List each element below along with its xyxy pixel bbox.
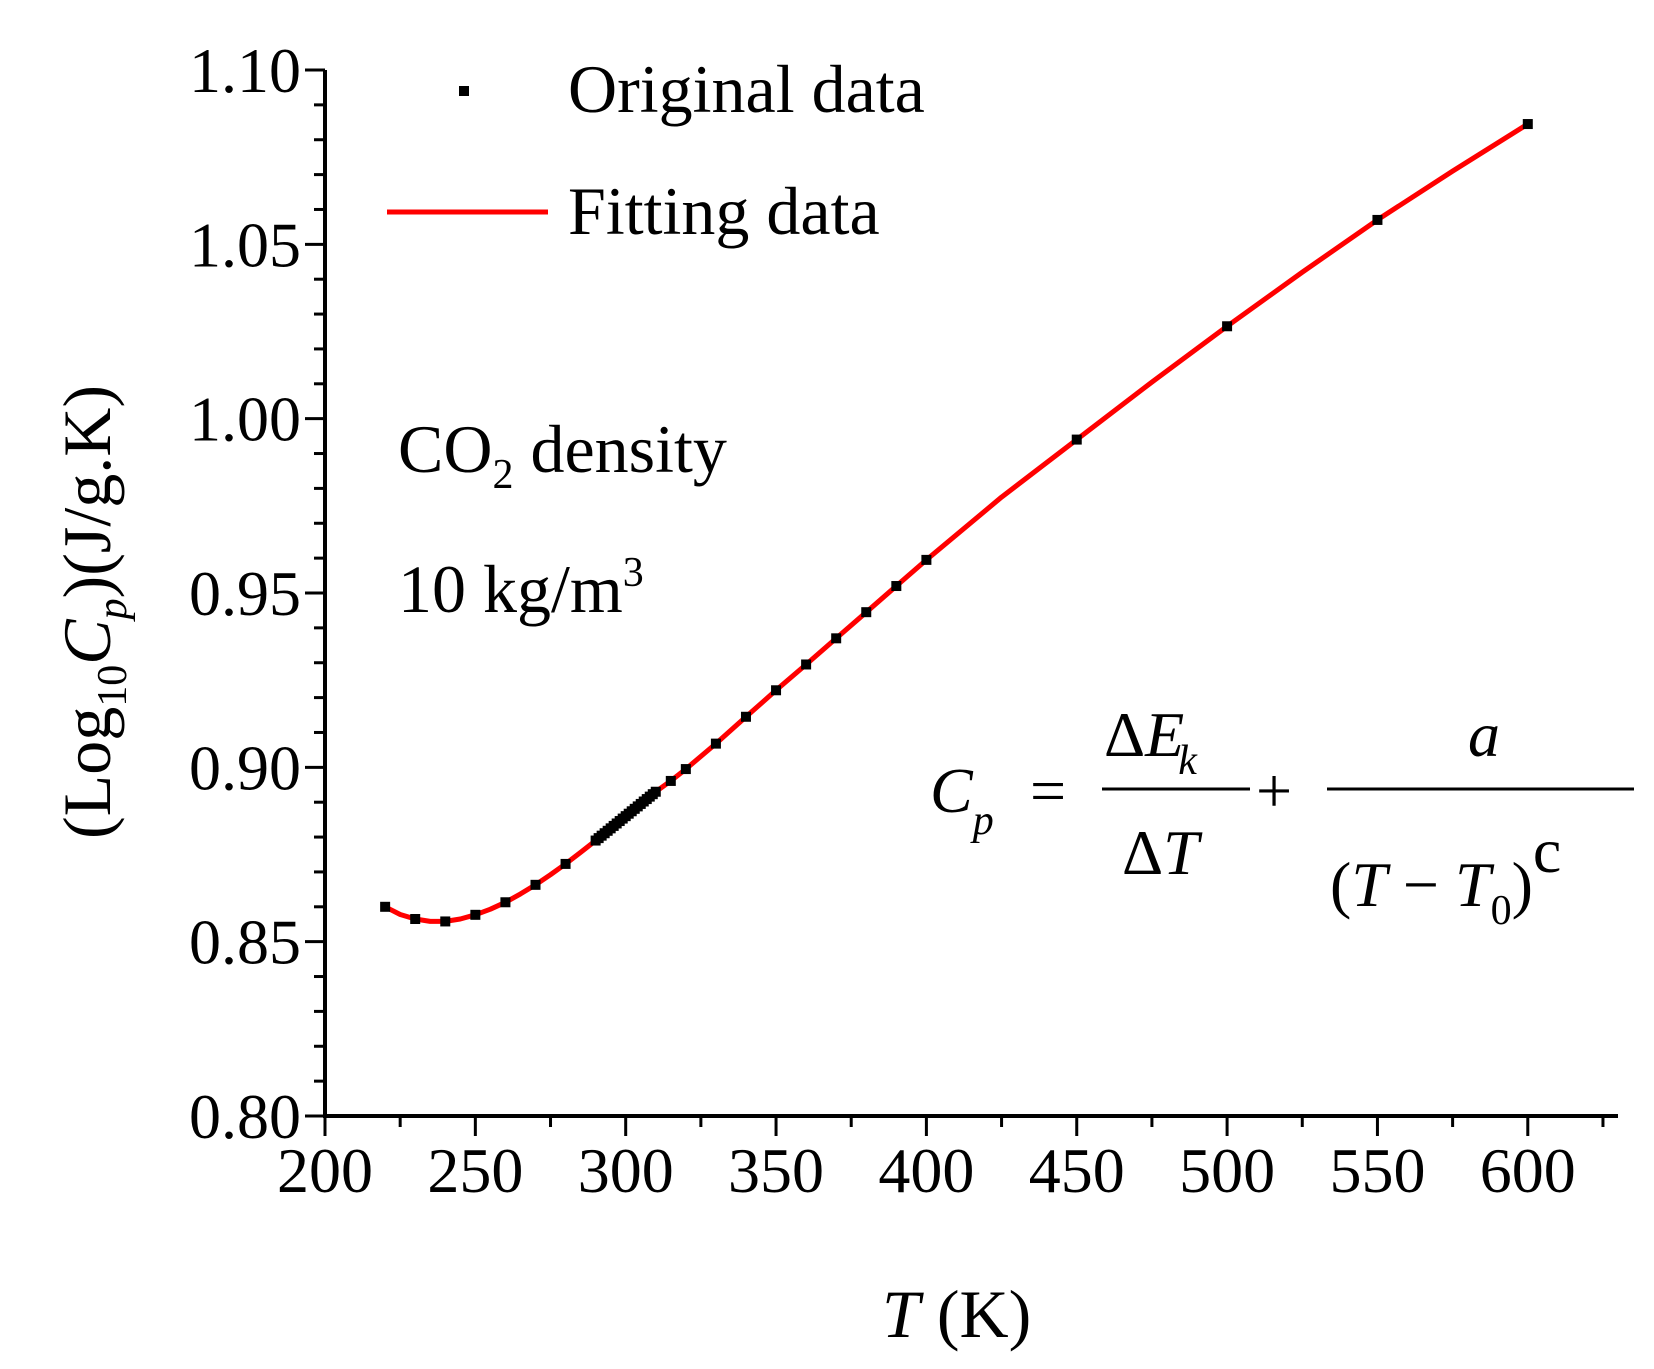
y-tick-label: 0.85 — [189, 907, 301, 978]
x-tick-label: 300 — [578, 1135, 674, 1206]
original-data-point — [410, 914, 421, 925]
original-data-point — [560, 858, 571, 869]
original-data-point — [1071, 434, 1082, 445]
original-data-point — [665, 775, 676, 786]
original-data-point — [771, 685, 782, 696]
original-data-point — [1522, 119, 1533, 130]
y-axis-ticks — [305, 68, 325, 1118]
x-tick-label: 500 — [1179, 1135, 1275, 1206]
y-tick-label: 1.00 — [189, 384, 301, 455]
original-data-point — [891, 581, 902, 592]
x-tick-label: 450 — [1029, 1135, 1125, 1206]
original-data-point — [1222, 321, 1233, 332]
fitting-equation: Cp = ΔEk ΔT + a (T − T0)c — [930, 699, 1634, 934]
x-tick-label: 200 — [277, 1135, 373, 1206]
svg-text:ΔEk: ΔEk — [1104, 699, 1198, 784]
original-data-point — [470, 909, 481, 920]
svg-text:Cp: Cp — [930, 755, 994, 844]
x-tick-label: 350 — [728, 1135, 824, 1206]
x-tick-label: 400 — [878, 1135, 974, 1206]
y-tick-labels: 0.80 0.85 0.90 0.95 1.00 1.05 1.10 — [189, 35, 301, 1152]
original-data-point — [861, 607, 872, 618]
svg-text:+: + — [1256, 755, 1292, 826]
original-data-point — [530, 879, 541, 890]
x-tick-label: 600 — [1480, 1135, 1576, 1206]
original-data-point — [650, 786, 661, 797]
y-tick-label: 0.80 — [189, 1081, 301, 1152]
annotation-density-line1: CO2 density — [398, 411, 727, 498]
annotation-density-line2: 10 kg/m3 — [398, 550, 644, 627]
svg-text:ΔT: ΔT — [1122, 817, 1203, 888]
original-data-point — [740, 711, 751, 722]
legend-label-fitting: Fitting data — [568, 173, 880, 249]
original-data-point — [500, 897, 511, 908]
original-data-point — [801, 659, 812, 670]
y-tick-label: 1.10 — [189, 35, 301, 106]
legend: Original data Fitting data — [387, 51, 925, 249]
legend-marker-original — [459, 86, 469, 96]
original-data-point — [1372, 214, 1383, 225]
original-data-point — [680, 764, 691, 775]
original-data-point — [921, 554, 932, 565]
original-data-point — [710, 738, 721, 749]
x-tick-label: 550 — [1329, 1135, 1425, 1206]
y-tick-label: 1.05 — [189, 209, 301, 280]
original-data-point — [831, 633, 842, 644]
x-axis-ticks — [323, 1116, 1605, 1136]
original-data-point — [440, 916, 451, 927]
x-tick-label: 250 — [427, 1135, 523, 1206]
svg-text:=: = — [1030, 755, 1066, 826]
original-data-point — [380, 901, 391, 912]
legend-label-original: Original data — [568, 51, 925, 127]
svg-text:(T − T0)c: (T − T0)c — [1330, 815, 1561, 934]
x-tick-labels: 200 250 300 350 400 450 500 550 600 — [277, 1135, 1576, 1206]
svg-text:a: a — [1468, 699, 1500, 770]
series-original-data — [380, 119, 1533, 927]
x-axis-title: T (K) — [882, 1276, 1031, 1352]
y-axis-title: (Log10Cp)(J/g.K) — [49, 385, 136, 839]
y-tick-label: 0.95 — [189, 558, 301, 629]
y-tick-label: 0.90 — [189, 732, 301, 803]
